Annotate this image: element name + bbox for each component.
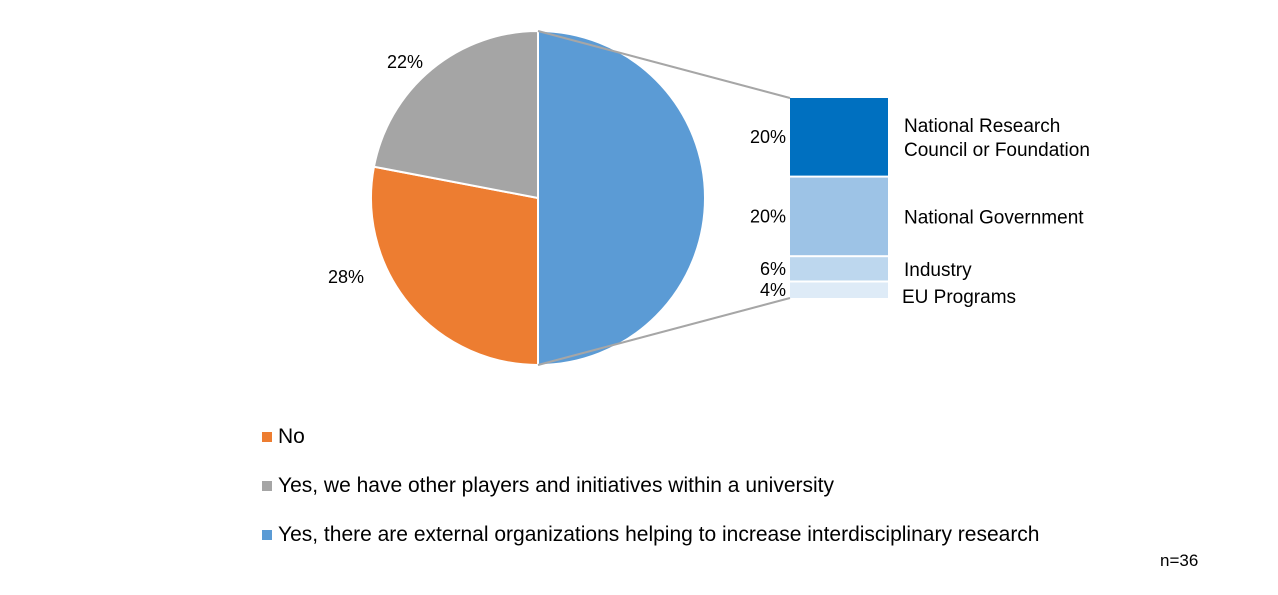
bar-segment-name-national-government-0: National Government — [904, 207, 1084, 228]
bar-segment-value-national-government: 20% — [750, 206, 786, 226]
bar-segment-eu-programs — [790, 282, 888, 298]
bar-of-pie-chart: 28% 22% 20% National Research Council or Fou… — [328, 29, 1090, 367]
legend-item: Yes, we have other players and initiativ… — [262, 461, 1040, 510]
pie-slice-yes-there-are-external-organizations-hel — [537, 29, 706, 367]
bar-segment-name-national-research-council-or-foundation-0: National Research — [904, 116, 1060, 137]
legend-swatch — [262, 529, 272, 540]
bar-segment-name-industry-0: Industry — [904, 260, 972, 281]
legend-label: Yes, there are external organizations he… — [278, 522, 1040, 546]
legend-swatch — [262, 480, 272, 491]
legend-swatch — [262, 431, 272, 442]
legend-item: Yes, there are external organizations he… — [262, 510, 1040, 559]
bar-segment-national-government — [790, 177, 888, 256]
pie-label-yes-we-have-other-pl: 22% — [387, 52, 423, 72]
bar-segment-name-national-research-council-or-foundation-1: Council or Foundation — [904, 140, 1090, 161]
bar-segment-name-eu-programs-0: EU Programs — [902, 287, 1016, 308]
bar-segment-value-eu-programs: 4% — [760, 280, 786, 300]
legend-label: Yes, we have other players and initiativ… — [278, 473, 835, 497]
bar-segment-value-industry: 6% — [760, 259, 786, 279]
pie-slice-yes-we-have-other-players-and-initiative — [372, 29, 539, 200]
bar-segment-value-national-research-council-or-foundation: 20% — [750, 127, 786, 147]
chart-legend: No Yes, we have other players and initiat… — [262, 412, 1040, 559]
pie-slice-no — [370, 165, 539, 367]
bar-segment-national-research-council-or-foundation — [790, 98, 888, 176]
connector-top — [537, 30, 791, 99]
legend-item: No — [262, 412, 1040, 461]
bar-segment-industry — [790, 257, 888, 281]
connector-bottom — [537, 297, 791, 366]
pie-label-no: 28% — [328, 267, 364, 287]
legend-label: No — [278, 424, 305, 448]
sample-size-note: n=36 — [1160, 551, 1199, 570]
